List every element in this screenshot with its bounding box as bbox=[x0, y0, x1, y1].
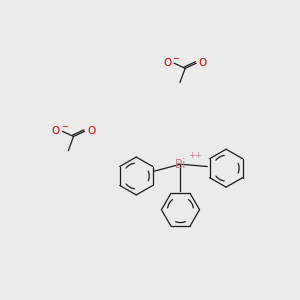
Text: −: − bbox=[172, 54, 179, 63]
Text: O: O bbox=[199, 58, 207, 68]
Text: −: − bbox=[61, 122, 68, 131]
Text: O: O bbox=[52, 126, 60, 136]
Text: Bi: Bi bbox=[175, 158, 186, 171]
Text: O: O bbox=[87, 126, 95, 136]
Text: ++: ++ bbox=[189, 151, 202, 160]
Text: O: O bbox=[163, 58, 172, 68]
